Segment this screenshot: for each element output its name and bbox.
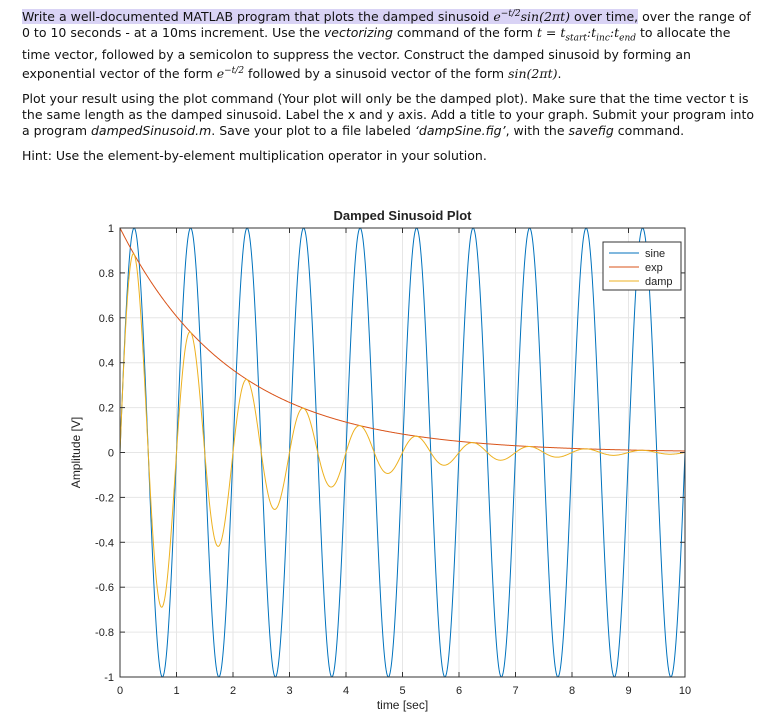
highlight-text: Write a well-documented MATLAB program t… xyxy=(22,9,490,25)
x-tick-label: 4 xyxy=(343,685,349,697)
legend-label-damp: damp xyxy=(645,276,673,288)
x-tick-label: 3 xyxy=(286,685,292,697)
x-tick-label: 0 xyxy=(117,685,123,697)
hint-text: Hint: Use the element-by-element multipl… xyxy=(22,147,487,163)
legend-box xyxy=(602,241,682,291)
x-tick-label: 5 xyxy=(399,685,405,697)
exp-equation: e−t/2 xyxy=(216,65,245,81)
series-line-damp xyxy=(119,253,686,608)
legend: sine exp damp xyxy=(602,241,682,291)
y-tick-label: -0.4 xyxy=(95,537,114,549)
figure-filename: ‘dampSine.fig’ xyxy=(414,122,506,138)
chart-title: Damped Sinusoid Plot xyxy=(334,208,473,223)
x-tick-label: 1 xyxy=(173,685,179,697)
legend-label-sine: sine xyxy=(645,248,665,260)
problem-paragraph-2: Plot your result using the plot command … xyxy=(22,90,755,138)
problem-paragraph-1: Write a well-documented MATLAB program t… xyxy=(22,9,751,81)
damped-sinusoid-chart: 0 1 2 3 4 5 6 7 8 9 10 -1 -0.8 -0.6 -0.4 -0.2 0 0.2 0.4 0.6… xyxy=(69,208,691,712)
y-tick-label: -0.8 xyxy=(95,627,114,639)
x-tick-label: 7 xyxy=(512,685,518,697)
problem-statement: Write a well-documented MATLAB program t… xyxy=(22,6,762,173)
savefig-command: savefig xyxy=(568,122,614,138)
y-tick-label: 0.8 xyxy=(99,268,114,280)
x-tick-label: 6 xyxy=(456,685,462,697)
sin-equation: sin(2πt) xyxy=(508,65,558,81)
plot-series xyxy=(119,227,686,678)
y-axis-label: Amplitude [V] xyxy=(69,417,83,488)
y-tick-label: 0.4 xyxy=(99,358,114,370)
damped-equation: e−t/2sin(2πt) xyxy=(493,9,571,25)
y-tick-label: -0.2 xyxy=(95,492,114,504)
y-tick-label: 1 xyxy=(108,223,114,235)
y-tick-label: 0 xyxy=(108,448,114,460)
vectorizing-term: vectorizing xyxy=(323,25,393,41)
legend-label-exp: exp xyxy=(645,262,663,274)
x-tick-label: 9 xyxy=(625,685,631,697)
y-tick-label: -0.6 xyxy=(95,582,114,594)
program-filename: dampedSinusoid.m xyxy=(90,122,212,138)
y-tick-label: 0.6 xyxy=(99,313,114,325)
highlight-text-2: over time, xyxy=(574,9,639,25)
x-tick-label: 10 xyxy=(679,685,691,697)
x-axis-label: time [sec] xyxy=(377,698,428,712)
axes: 0 1 2 3 4 5 6 7 8 9 10 -1 -0.8 -0.6 -0.4 -0.2 0 0.2 0.4 0.6… xyxy=(95,223,691,697)
time-vector-equation: t = tstart:tinc:tend xyxy=(536,25,637,44)
y-tick-label: -1 xyxy=(104,672,114,684)
x-tick-label: 2 xyxy=(230,685,236,697)
y-tick-label: 0.2 xyxy=(99,403,114,415)
x-tick-label: 8 xyxy=(569,685,575,697)
